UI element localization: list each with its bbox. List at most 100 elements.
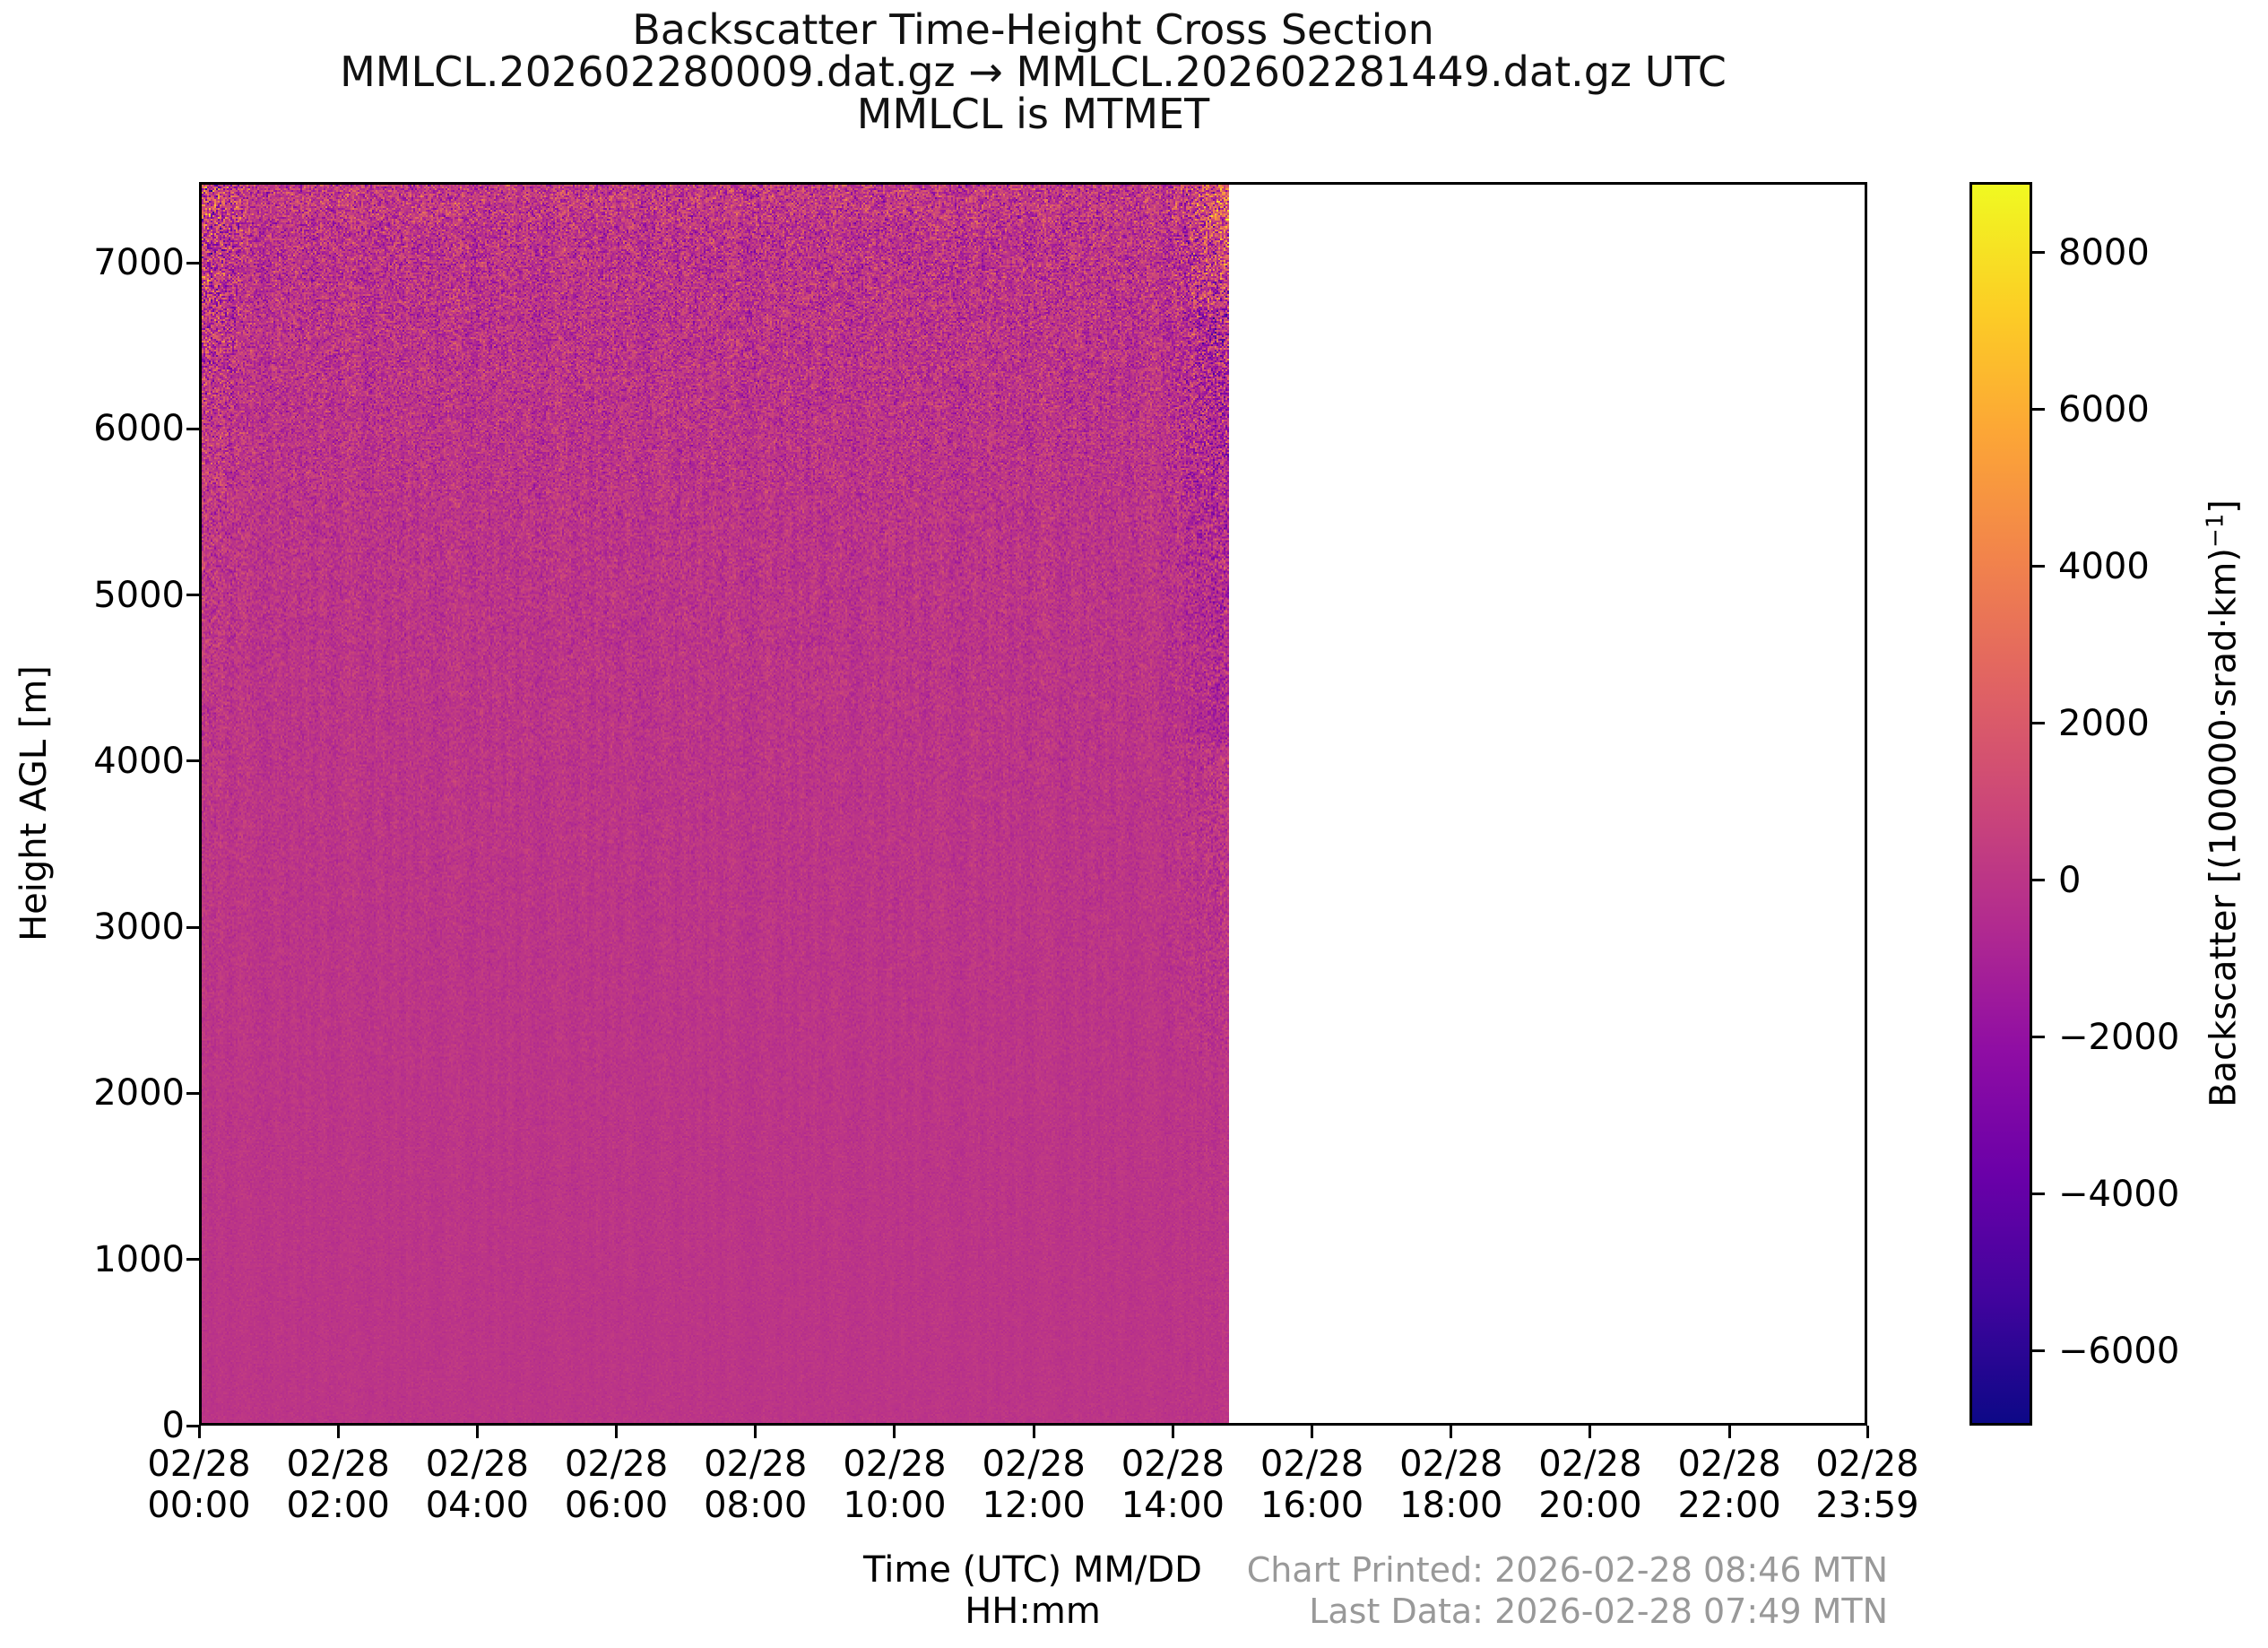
x-tick-date: 02/28 — [1815, 1444, 1919, 1485]
x-tick-time: 20:00 — [1538, 1485, 1642, 1526]
x-tick-label: 02/28 10:00 — [843, 1444, 946, 1526]
x-tick-date: 02/28 — [1677, 1444, 1781, 1485]
y-tick-label: 1000 — [93, 1238, 185, 1280]
x-tick-time: 18:00 — [1399, 1485, 1503, 1526]
x-tick-time: 00:00 — [147, 1485, 251, 1526]
x-tick-mark — [1171, 1426, 1174, 1438]
x-tick-mark — [336, 1426, 340, 1438]
y-tick-mark — [186, 1424, 199, 1427]
x-tick-date: 02/28 — [1538, 1444, 1642, 1485]
y-tick-mark — [186, 759, 199, 763]
x-tick-date: 02/28 — [425, 1444, 530, 1485]
y-tick-mark — [186, 594, 199, 597]
x-tick-label: 02/28 23:59 — [1815, 1444, 1918, 1526]
colorbar-tick-label: −2000 — [2058, 1016, 2180, 1058]
x-tick-label: 02/28 02:00 — [287, 1444, 390, 1526]
x-tick-time: 06:00 — [564, 1485, 669, 1526]
y-tick-mark — [186, 1258, 199, 1262]
y-tick-label: 6000 — [93, 408, 185, 450]
x-tick-label: 02/28 06:00 — [565, 1444, 668, 1526]
colorbar-tick-label: 0 — [2058, 859, 2082, 901]
x-tick-mark — [1450, 1426, 1453, 1438]
y-axis-label: Height AGL [m] — [13, 665, 55, 941]
x-tick-date: 02/28 — [564, 1444, 669, 1485]
x-tick-mark — [1727, 1426, 1731, 1438]
colorbar-tick-mark — [2032, 879, 2045, 882]
x-tick-mark — [893, 1426, 896, 1438]
x-tick-time: 04:00 — [425, 1485, 530, 1526]
plot-area — [199, 182, 1867, 1426]
x-tick-date: 02/28 — [1121, 1444, 1225, 1485]
x-tick-date: 02/28 — [147, 1444, 251, 1485]
x-tick-time: 02:00 — [286, 1485, 390, 1526]
colorbar-tick-mark — [2032, 1349, 2045, 1353]
colorbar-tick-mark — [2032, 722, 2045, 725]
x-tick-label: 02/28 20:00 — [1538, 1444, 1641, 1526]
x-tick-date: 02/28 — [286, 1444, 390, 1485]
y-tick-label: 5000 — [93, 574, 185, 616]
x-tick-time: 10:00 — [843, 1485, 947, 1526]
x-tick-date: 02/28 — [982, 1444, 1086, 1485]
x-axis-label: Time (UTC) MM/DD HH:mm — [863, 1549, 1202, 1632]
y-tick-mark — [186, 925, 199, 929]
x-axis-label-line2: HH:mm — [965, 1591, 1101, 1632]
colorbar-label: Backscatter [(100000·srad·km)−1] — [2202, 499, 2244, 1107]
chart-title-line1: Backscatter Time-Height Cross Section — [632, 5, 1434, 54]
x-tick-time: 22:00 — [1677, 1485, 1781, 1526]
x-tick-label: 02/28 12:00 — [983, 1444, 1086, 1526]
x-tick-label: 02/28 14:00 — [1121, 1444, 1225, 1526]
chart-title-line2: MMLCL.202602280009.dat.gz → MMLCL.202602… — [340, 48, 1727, 96]
y-tick-label: 2000 — [93, 1072, 185, 1115]
x-tick-label: 02/28 18:00 — [1399, 1444, 1502, 1526]
colorbar-label-suffix: ] — [2203, 499, 2245, 514]
x-tick-label: 02/28 08:00 — [704, 1444, 807, 1526]
x-tick-mark — [475, 1426, 479, 1438]
colorbar-tick-mark — [2032, 251, 2045, 255]
x-tick-date: 02/28 — [1399, 1444, 1503, 1485]
x-tick-mark — [1588, 1426, 1592, 1438]
colorbar-label-superscript: −1 — [2202, 513, 2229, 549]
y-tick-mark — [186, 261, 199, 265]
x-tick-mark — [754, 1426, 757, 1438]
chart-title-block: Backscatter Time-Height Cross Section MM… — [199, 9, 1867, 135]
x-tick-date: 02/28 — [1260, 1444, 1364, 1485]
x-tick-mark — [1032, 1426, 1035, 1438]
chart-printed-text: Chart Printed: 2026-02-28 08:46 MTN — [1246, 1550, 1888, 1590]
colorbar-tick-label: −4000 — [2058, 1173, 2180, 1215]
colorbar-label-prefix: Backscatter [(100000·srad·km) — [2203, 548, 2245, 1107]
colorbar-tick-label: 2000 — [2058, 702, 2150, 744]
footer-annotations: Chart Printed: 2026-02-28 08:46 MTN Last… — [1247, 1549, 1888, 1632]
y-tick-label: 4000 — [93, 740, 185, 782]
y-tick-label: 7000 — [93, 242, 185, 284]
x-axis-label-line1: Time (UTC) MM/DD — [863, 1549, 1202, 1591]
x-tick-time: 12:00 — [982, 1485, 1086, 1526]
colorbar-tick-mark — [2032, 1193, 2045, 1196]
x-tick-label: 02/28 00:00 — [147, 1444, 250, 1526]
x-tick-label: 02/28 16:00 — [1260, 1444, 1363, 1526]
x-tick-time: 23:59 — [1815, 1485, 1919, 1526]
colorbar-tick-mark — [2032, 1036, 2045, 1039]
colorbar-tick-label: 6000 — [2058, 388, 2150, 430]
x-tick-time: 08:00 — [704, 1485, 808, 1526]
x-tick-date: 02/28 — [704, 1444, 808, 1485]
x-tick-label: 02/28 22:00 — [1677, 1444, 1780, 1526]
y-tick-mark — [186, 427, 199, 430]
x-tick-time: 16:00 — [1260, 1485, 1364, 1526]
colorbar-tick-label: −6000 — [2058, 1330, 2180, 1372]
chart-title-line3: MMLCL is MTMET — [856, 90, 1210, 138]
y-tick-label: 0 — [161, 1405, 185, 1446]
y-tick-mark — [186, 1091, 199, 1095]
colorbar — [1969, 182, 2032, 1426]
colorbar-tick-mark — [2032, 565, 2045, 568]
x-tick-mark — [1865, 1426, 1869, 1438]
colorbar-tick-label: 8000 — [2058, 231, 2150, 273]
y-tick-label: 3000 — [93, 906, 185, 949]
x-tick-mark — [1311, 1426, 1314, 1438]
colorbar-tick-mark — [2032, 408, 2045, 412]
x-tick-time: 14:00 — [1121, 1485, 1225, 1526]
colorbar-tick-label: 4000 — [2058, 545, 2150, 587]
heatmap-data-region — [202, 185, 1230, 1423]
x-tick-label: 02/28 04:00 — [426, 1444, 529, 1526]
x-tick-date: 02/28 — [843, 1444, 947, 1485]
